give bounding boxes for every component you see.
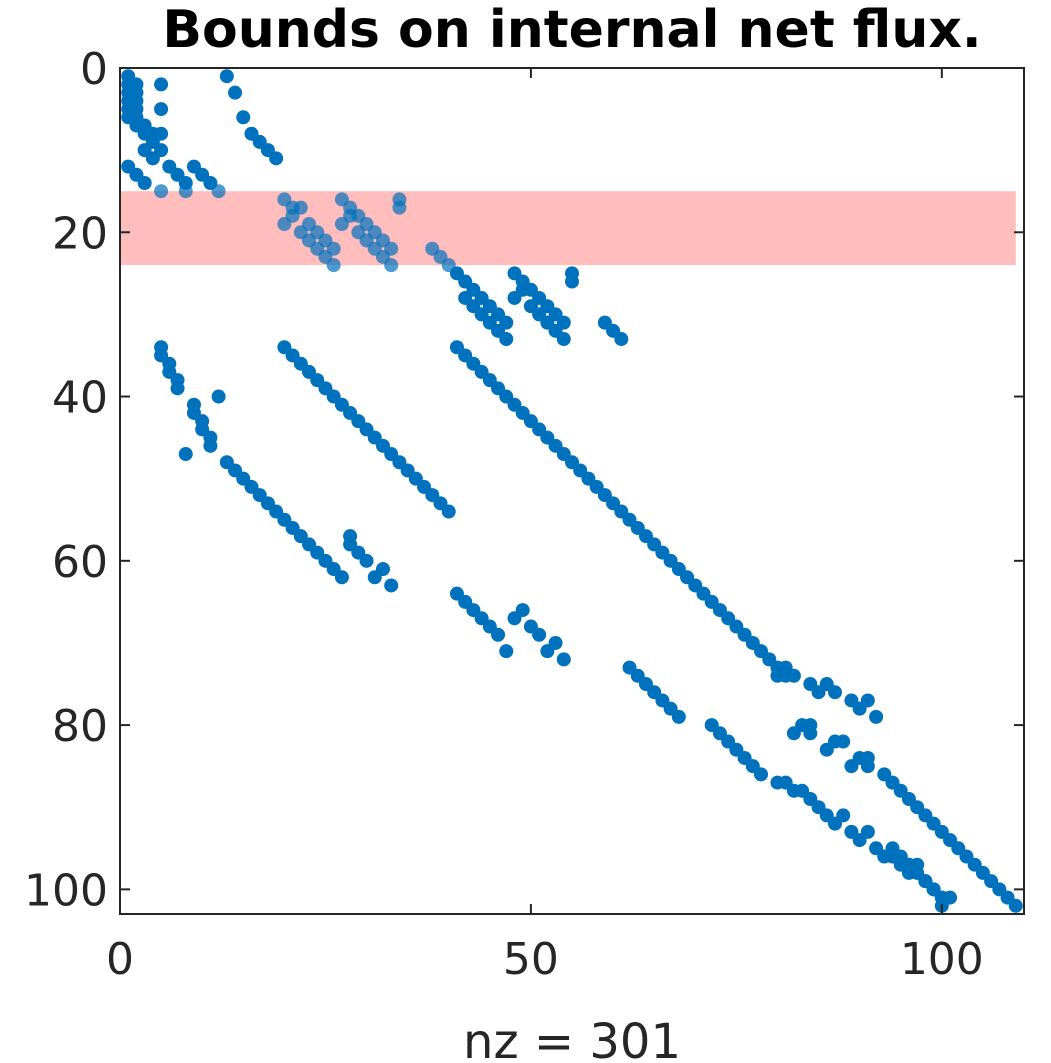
y-tick-label: 60 bbox=[52, 537, 108, 588]
data-point bbox=[137, 175, 152, 190]
chart-title: Bounds on internal net flux. bbox=[162, 0, 981, 60]
data-point bbox=[827, 685, 842, 700]
data-point bbox=[943, 890, 958, 905]
data-point bbox=[548, 635, 563, 650]
data-point bbox=[384, 578, 399, 593]
data-point bbox=[228, 85, 243, 100]
y-tick-label: 0 bbox=[80, 44, 108, 95]
data-point bbox=[343, 529, 358, 544]
data-point bbox=[154, 102, 169, 117]
data-point bbox=[384, 241, 399, 256]
data-point bbox=[836, 808, 851, 823]
data-point bbox=[499, 644, 514, 659]
data-point bbox=[491, 627, 506, 642]
plot-area: 0 50 100 0 20 40 60 80 100 bbox=[24, 44, 1025, 985]
data-point bbox=[392, 200, 407, 215]
data-point bbox=[556, 652, 571, 667]
data-point bbox=[293, 200, 308, 215]
data-point bbox=[326, 241, 341, 256]
highlight-band bbox=[120, 191, 1016, 266]
y-tick-label: 80 bbox=[52, 701, 108, 752]
data-point bbox=[203, 438, 218, 453]
data-point bbox=[211, 389, 226, 404]
data-point bbox=[860, 824, 875, 839]
data-point bbox=[754, 767, 769, 782]
data-point bbox=[515, 603, 530, 618]
data-point bbox=[836, 734, 851, 749]
data-point bbox=[326, 258, 341, 273]
data-point bbox=[499, 332, 514, 347]
y-tick-label: 40 bbox=[52, 373, 108, 424]
data-point bbox=[375, 562, 390, 577]
data-point bbox=[154, 77, 169, 92]
data-point bbox=[441, 504, 456, 519]
data-point bbox=[384, 258, 399, 273]
data-point bbox=[178, 447, 193, 462]
data-point bbox=[614, 332, 629, 347]
x-tick-label: 0 bbox=[106, 934, 134, 985]
data-point bbox=[269, 151, 284, 166]
data-points bbox=[121, 69, 1023, 913]
data-point bbox=[359, 553, 374, 568]
data-point bbox=[154, 143, 169, 158]
data-point bbox=[178, 184, 193, 199]
data-point bbox=[565, 274, 579, 289]
data-point bbox=[803, 726, 818, 741]
y-tick-label: 20 bbox=[52, 208, 108, 259]
data-point bbox=[1008, 898, 1023, 913]
data-point bbox=[532, 627, 547, 642]
data-point bbox=[154, 126, 169, 141]
data-point bbox=[154, 184, 169, 199]
axis-ticks: 0 50 100 0 20 40 60 80 100 bbox=[24, 44, 1024, 985]
data-point bbox=[236, 110, 251, 125]
data-point bbox=[556, 315, 571, 330]
data-point bbox=[170, 381, 185, 396]
data-point bbox=[786, 668, 801, 683]
x-tick-label: 100 bbox=[900, 934, 984, 985]
data-point bbox=[860, 759, 875, 774]
data-point bbox=[499, 315, 514, 330]
data-point bbox=[869, 709, 884, 724]
data-point bbox=[334, 570, 349, 585]
data-point bbox=[910, 857, 925, 872]
x-tick-label: 50 bbox=[503, 934, 559, 985]
data-point bbox=[219, 69, 234, 84]
data-point bbox=[671, 709, 686, 724]
x-axis-label: nz = 301 bbox=[463, 1014, 681, 1063]
axes-box bbox=[119, 67, 1025, 915]
data-point bbox=[556, 332, 571, 347]
data-point bbox=[211, 184, 226, 199]
y-tick-label: 100 bbox=[24, 865, 108, 916]
data-point bbox=[860, 693, 875, 708]
